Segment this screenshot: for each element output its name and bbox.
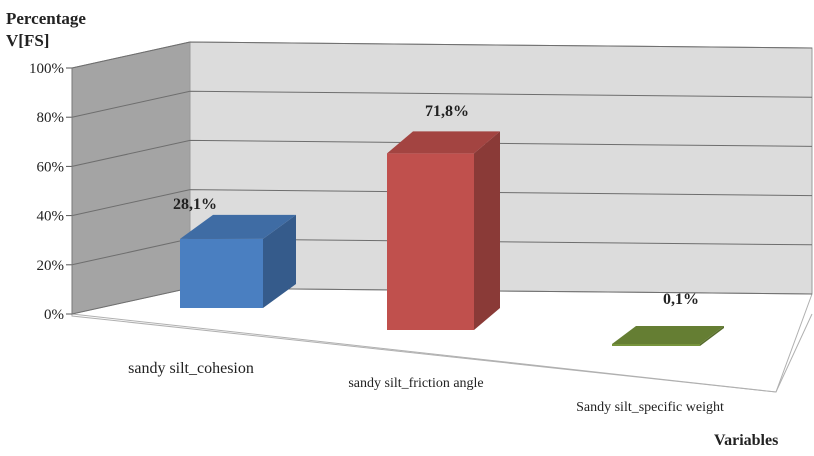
x-category-label: sandy silt_cohesion — [128, 360, 254, 377]
bar-front — [387, 153, 474, 330]
y-axis-ticks: 0% 20% 40% 60% 80% 100% — [29, 61, 73, 323]
data-label: 0,1% — [663, 291, 699, 308]
bar-3: 0,1% — [612, 291, 724, 346]
bar-front — [180, 238, 263, 308]
bar-side — [700, 326, 724, 346]
y-axis-title: Percentage V[FS] — [6, 8, 86, 52]
gridline — [71, 41, 813, 69]
y-tick-label: 40% — [37, 209, 65, 225]
x-axis-title: Variables — [714, 432, 779, 449]
gridline — [71, 189, 813, 217]
bar-top — [612, 326, 724, 344]
x-category-label: sandy silt_friction angle — [348, 376, 483, 391]
left-wall — [71, 41, 191, 315]
data-label: 71,8% — [425, 103, 469, 120]
bar-side — [263, 214, 296, 308]
y-axis-title-line-2: V[FS] — [6, 31, 50, 50]
y-axis-title-line-1: Percentage — [6, 9, 86, 28]
gridline — [71, 90, 813, 118]
chart-walls — [71, 41, 813, 393]
bar-front — [612, 344, 700, 346]
chart-bars: 28,1% 71,8% 0,1% — [173, 103, 724, 346]
y-tick-label: 20% — [37, 258, 65, 274]
y-tick-label: 0% — [44, 307, 64, 323]
bar-side — [474, 131, 500, 330]
bar-2: 71,8% — [387, 103, 500, 330]
bar-1: 28,1% — [173, 196, 296, 308]
y-tick-label: 60% — [37, 159, 65, 175]
y-tick-label: 80% — [37, 110, 65, 126]
data-label: 28,1% — [173, 196, 217, 213]
floor-edge — [71, 313, 813, 393]
bar-top — [180, 214, 296, 239]
x-category-label: Sandy silt_specific weight — [576, 400, 724, 415]
bar-top — [387, 131, 500, 154]
y-tick-label: 100% — [29, 61, 64, 77]
gridline — [71, 139, 813, 167]
